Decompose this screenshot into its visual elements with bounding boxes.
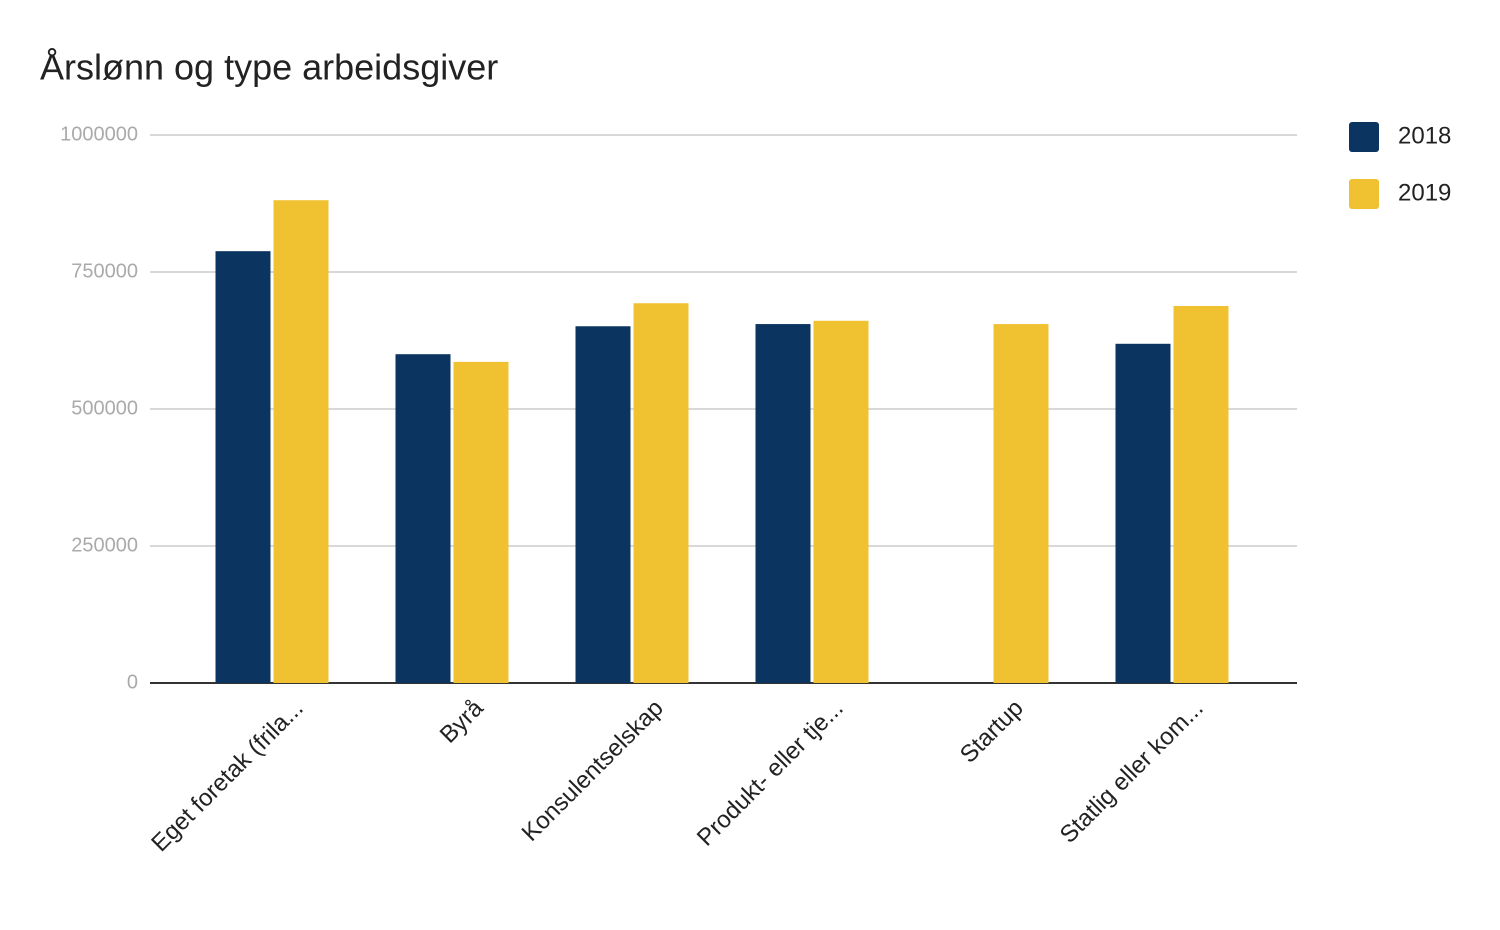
bar — [395, 354, 451, 683]
bar — [1115, 343, 1171, 683]
bar — [575, 326, 631, 683]
bar — [993, 324, 1049, 683]
bar — [813, 320, 869, 683]
y-tick-label: 750000 — [71, 260, 138, 282]
legend-swatch — [1349, 179, 1379, 209]
bar — [273, 200, 329, 683]
bar — [453, 361, 509, 683]
y-tick-label: 0 — [127, 671, 138, 693]
legend-label: 2019 — [1398, 179, 1451, 206]
x-tick-label: Konsulentselskap — [517, 695, 669, 847]
x-tick-label: Produkt- eller tje... — [692, 695, 849, 852]
x-tick-label: Statlig eller kom... — [1055, 695, 1209, 849]
bar — [215, 251, 271, 683]
y-tick-label: 500000 — [71, 397, 138, 419]
x-tick-label: Eget foretak (frila... — [146, 695, 308, 857]
bar — [755, 324, 811, 683]
legend-swatch — [1349, 122, 1379, 152]
y-tick-label: 250000 — [71, 534, 138, 556]
bar — [1173, 305, 1229, 683]
bar — [633, 303, 689, 683]
y-tick-label: 1000000 — [60, 123, 138, 145]
x-tick-label: Startup — [955, 695, 1029, 769]
chart-title: Årslønn og type arbeidsgiver — [40, 47, 498, 88]
x-tick-label: Byrå — [435, 694, 489, 748]
legend-label: 2018 — [1398, 122, 1451, 149]
